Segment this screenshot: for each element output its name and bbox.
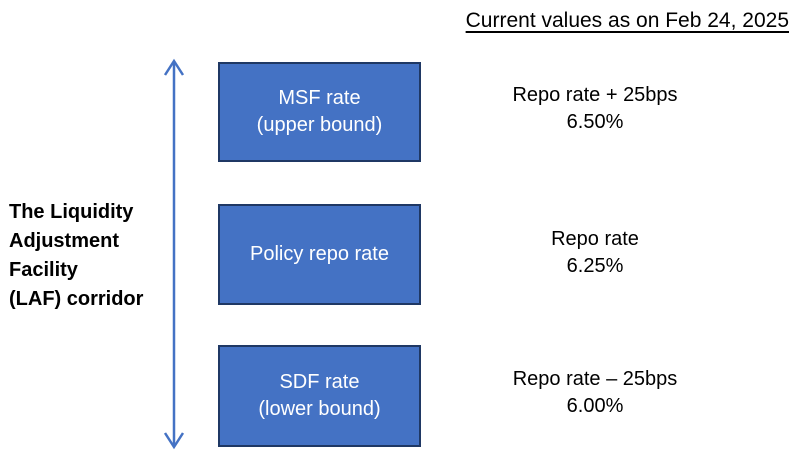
policy-repo-rate-value: Repo rate 6.25%	[551, 228, 639, 277]
laf-corridor-label: The Liquidity Adjustment Facility (LAF) …	[9, 201, 144, 310]
double-headed-arrow-icon	[163, 58, 185, 450]
sdf-rate-value: Repo rate – 25bps 6.00%	[512, 368, 678, 417]
msf-rate-value: Repo rate + 25bps 6.50%	[512, 84, 678, 133]
policy-repo-rate-box: Policy repo rate	[218, 204, 421, 305]
sdf-rate-box: SDF rate (lower bound)	[218, 345, 421, 447]
msf-rate-box: MSF rate (upper bound)	[218, 62, 421, 162]
current-values-header: Current values as on Feb 24, 2025	[465, 9, 789, 32]
